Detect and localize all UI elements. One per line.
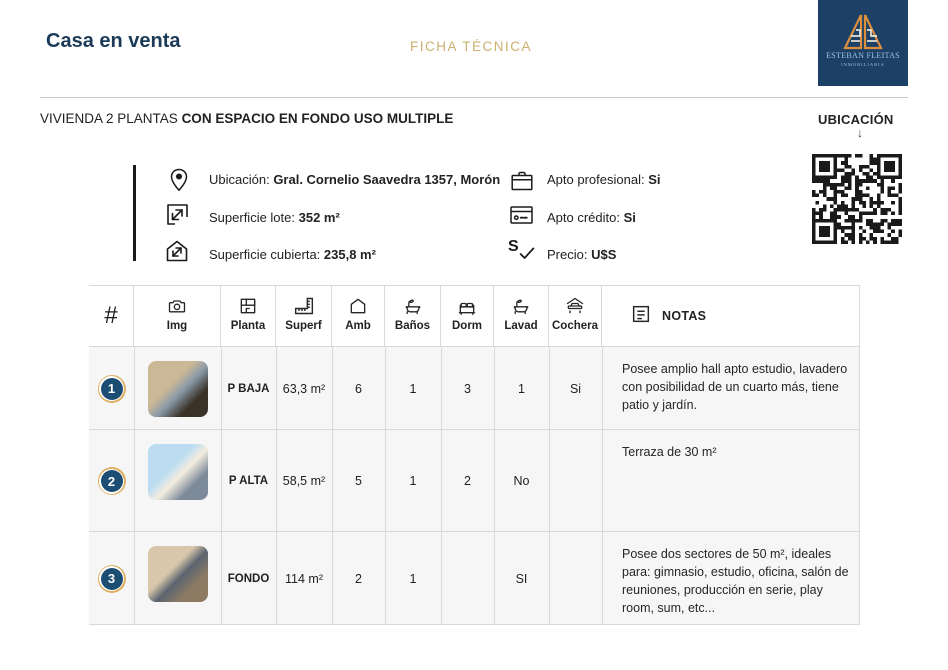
svg-text:INMOBILIARIA: INMOBILIARIA [841,62,885,67]
svg-text:ESTEBAN FLEITAS: ESTEBAN FLEITAS [826,51,900,60]
